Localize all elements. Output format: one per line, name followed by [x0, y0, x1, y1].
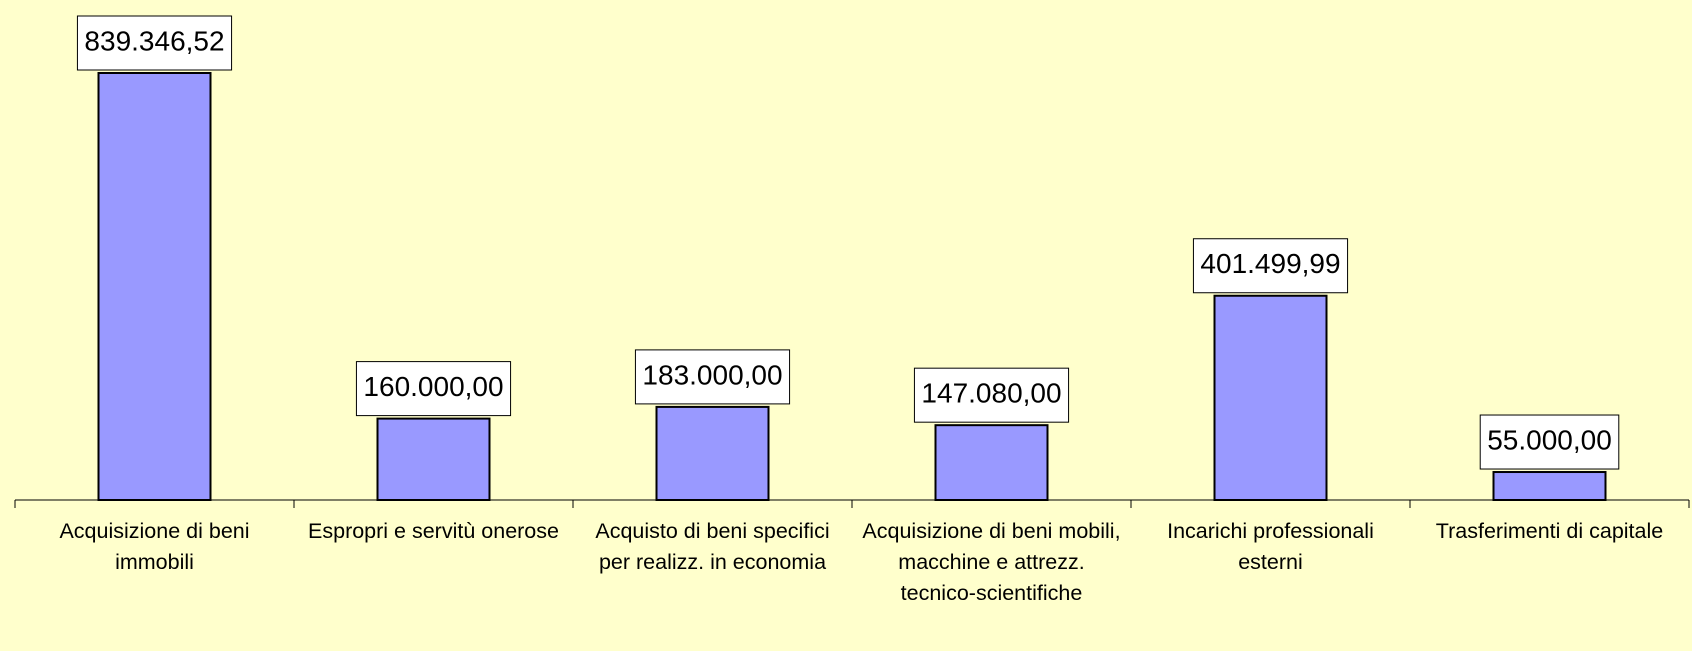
value-label-text: 55.000,00 [1487, 424, 1612, 455]
value-label-text: 401.499,99 [1200, 248, 1340, 279]
x-tick-label-box: Incarichi professionali esterni [1167, 519, 1374, 575]
x-tick-label: Acquisto di beni specifici per realizz. … [595, 519, 830, 575]
value-label: 147.080,00 [913, 367, 1070, 423]
x-tick-label-box: Trasferimenti di capitale [1435, 519, 1664, 543]
bar [934, 424, 1049, 501]
value-label-text: 183.000,00 [642, 359, 782, 390]
value-label: 160.000,00 [355, 361, 512, 417]
value-label: 55.000,00 [1479, 414, 1620, 470]
bar [1213, 294, 1328, 501]
value-label-box [1192, 238, 1349, 294]
value-label-text: 160.000,00 [363, 371, 503, 402]
bar [97, 72, 212, 501]
value-label-box [634, 349, 791, 405]
value-label-text: 839.346,52 [84, 25, 224, 56]
x-tick-label: Acquisizione di beni immobili [59, 519, 250, 575]
bar [1492, 471, 1607, 501]
value-label-box [913, 367, 1070, 423]
x-tick-label-box: Acquisto di beni specifici per realizz. … [595, 519, 830, 575]
value-label-text: 147.080,00 [921, 378, 1061, 409]
value-label: 401.499,99 [1192, 238, 1349, 294]
value-label-box [355, 361, 512, 417]
value-label: 839.346,52 [76, 15, 233, 71]
x-tick-label-box: Espropri e servitù onerose [308, 519, 559, 543]
bar [376, 417, 491, 501]
bar [655, 405, 770, 502]
x-tick-label-box: Acquisizione di beni mobili, macchine e … [862, 519, 1121, 606]
x-tick-label: Trasferimenti di capitale [1435, 519, 1664, 543]
value-label-box [76, 15, 233, 71]
value-label: 183.000,00 [634, 349, 791, 405]
x-tick-label: Acquisizione di beni mobili, macchine e … [862, 519, 1121, 606]
x-tick-label-box: Acquisizione di beni immobili [59, 519, 250, 575]
x-tick-label: Espropri e servitù onerose [308, 519, 559, 543]
x-tick-label: Incarichi professionali esterni [1167, 519, 1374, 575]
value-label-box [1479, 414, 1620, 470]
